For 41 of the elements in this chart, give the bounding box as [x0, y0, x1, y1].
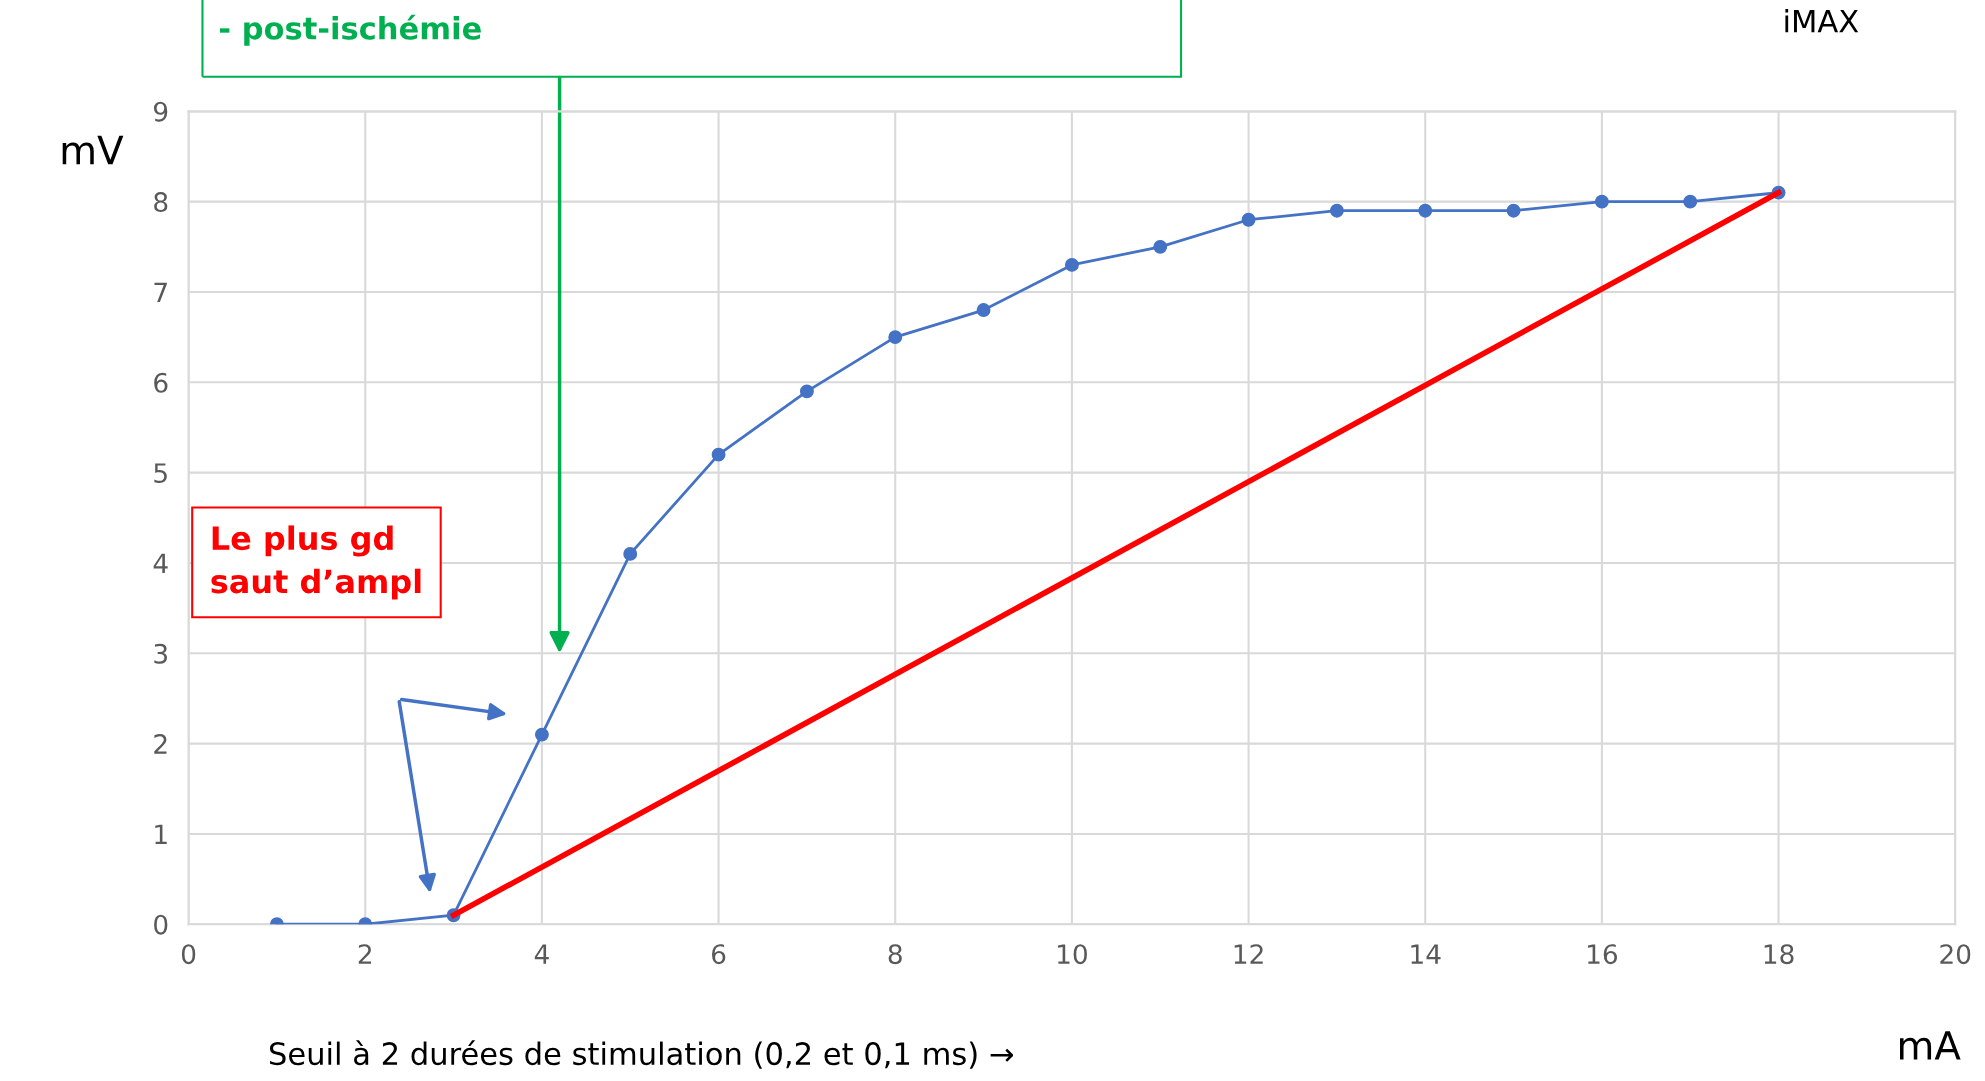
- y-tick-label: 0: [154, 914, 168, 935]
- x-tick-label: 8: [888, 944, 902, 965]
- point: [623, 546, 638, 561]
- x-tick-label: 4: [534, 944, 549, 964]
- point: [1329, 203, 1344, 218]
- y-tick-label: 2: [154, 734, 167, 754]
- x-tick-label: 0: [181, 944, 196, 965]
- point: [799, 384, 814, 399]
- point: [1418, 203, 1433, 218]
- point: [1506, 203, 1521, 218]
- y-tick-label: 6: [154, 372, 168, 393]
- y-tick-label: 7: [154, 282, 167, 303]
- y-tick-label: 1: [155, 824, 167, 844]
- x-tick-label: 6: [712, 944, 726, 965]
- point: [976, 303, 991, 317]
- text: Seuil à 2 durées de stimulation (0,2 et 0,1 ms) →: [269, 1040, 1014, 1069]
- annotation: Le plus gd saut d’ampl: [211, 525, 421, 600]
- y-tick-label: 8: [154, 192, 168, 213]
- x-tick-label: 12: [1234, 944, 1263, 964]
- x-tick-label: 10: [1058, 944, 1087, 965]
- y-axis-title: mV: [62, 135, 124, 165]
- point: [534, 727, 549, 742]
- point: [1241, 212, 1256, 227]
- point: [711, 447, 726, 462]
- y-tick-label: 5: [154, 463, 167, 484]
- x-tick-label: 18: [1764, 944, 1794, 965]
- point: [1594, 194, 1609, 209]
- x-tick-label: 20: [1940, 944, 1971, 965]
- point: [888, 330, 903, 345]
- x-tick-label: 16: [1588, 944, 1618, 965]
- y-tick-label: 3: [154, 643, 168, 664]
- y-tick-label: 4: [153, 553, 168, 573]
- x-tick-label: 14: [1411, 944, 1441, 964]
- point: [1683, 194, 1698, 209]
- text: iMAX: [1785, 9, 1859, 33]
- point: [1064, 257, 1079, 272]
- x-tick-label: 2: [358, 944, 371, 964]
- y-tick-label: 9: [154, 101, 168, 122]
- x-axis-title: mA: [1900, 1031, 1961, 1060]
- text: - post-ischémie: [220, 14, 481, 46]
- point: [1153, 239, 1168, 254]
